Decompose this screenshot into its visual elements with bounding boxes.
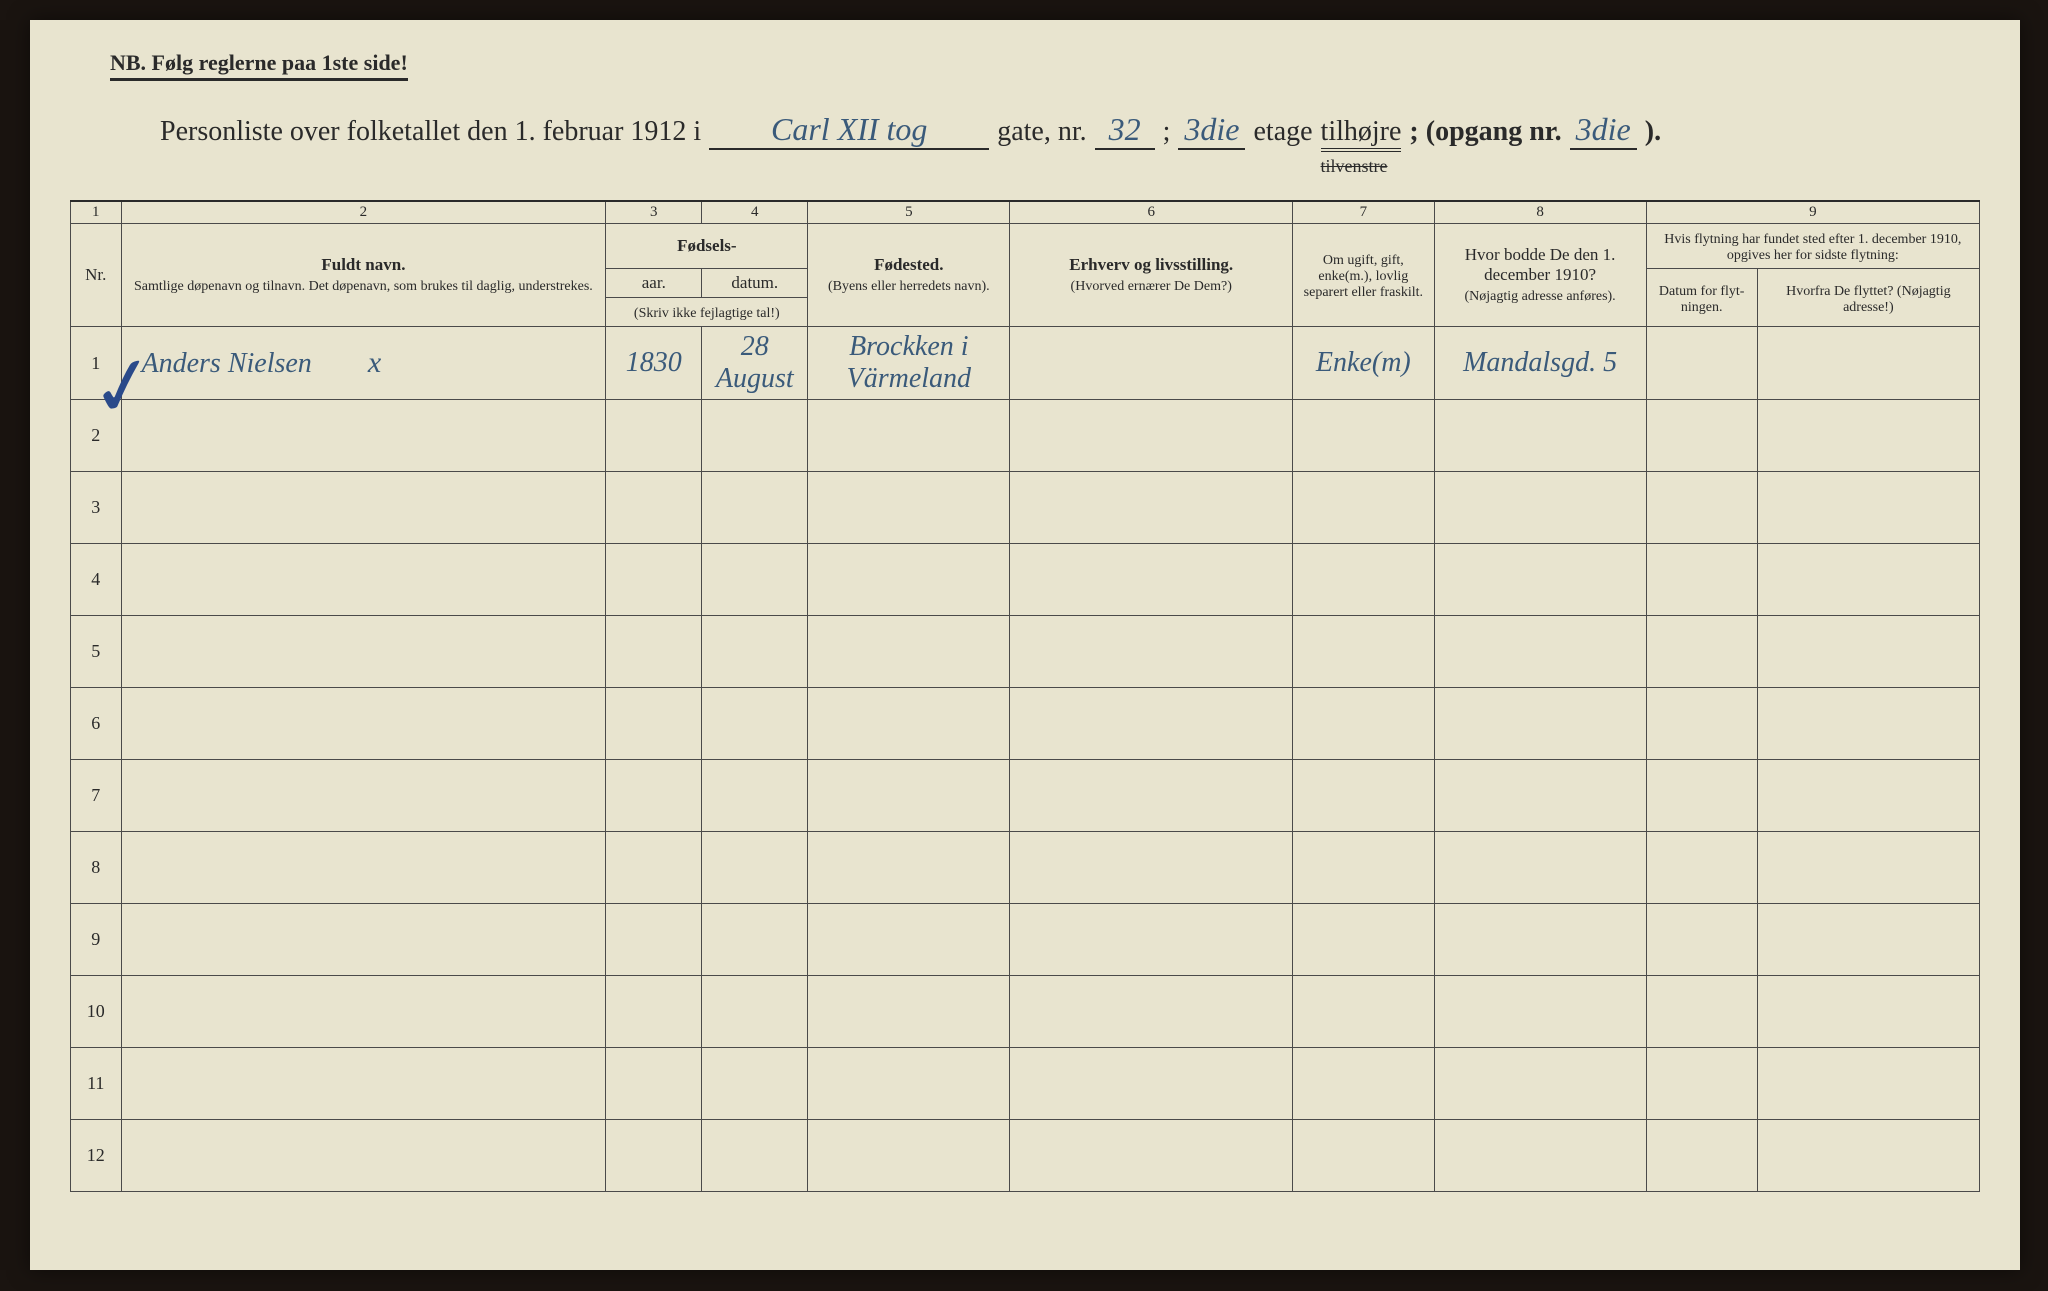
colnum-7: 7 bbox=[1293, 201, 1434, 224]
hdr-fuldt-title: Fuldt navn. bbox=[321, 255, 405, 274]
hdr-erhverv-title: Erhverv og livsstilling. bbox=[1069, 255, 1233, 274]
cell-fodested: Brockken i Värmeland bbox=[808, 327, 1010, 400]
census-page: NB. Følg reglerne paa 1ste side! Personl… bbox=[30, 20, 2020, 1270]
table-head: 1 2 3 4 5 6 7 8 9 Nr. Fuldt navn. Samtli… bbox=[71, 201, 1980, 327]
title-prefix: Personliste over folketallet den 1. febr… bbox=[160, 116, 701, 148]
gate-label: gate, nr. bbox=[997, 116, 1086, 148]
colnum-6: 6 bbox=[1010, 201, 1293, 224]
header-row-1: Nr. Fuldt navn. Samtlige døpenavn og til… bbox=[71, 224, 1980, 269]
colnum-9: 9 bbox=[1646, 201, 1979, 224]
colnum-5: 5 bbox=[808, 201, 1010, 224]
table-row: 2 bbox=[71, 400, 1980, 472]
table-row: 5 bbox=[71, 616, 1980, 688]
cell-nr: 5 bbox=[71, 616, 122, 688]
table-body: 1 Anders Nielsen x 1830 28 August Brockk… bbox=[71, 327, 1980, 1192]
table-row: 6 bbox=[71, 688, 1980, 760]
etage-hand: 3die bbox=[1178, 111, 1245, 150]
nb-header: NB. Følg reglerne paa 1ste side! bbox=[110, 50, 408, 81]
cell-nr: 10 bbox=[71, 976, 122, 1048]
cell-navn: Anders Nielsen x bbox=[121, 327, 606, 400]
opgang-label: ; (opgang nr. bbox=[1409, 116, 1561, 148]
hdr-nr: Nr. bbox=[71, 224, 122, 327]
opgang-hand: 3die bbox=[1570, 111, 1637, 150]
hdr-hvor-bodde-title: Hvor bodde De den 1. december 1910? bbox=[1465, 245, 1616, 284]
hdr-datum: datum. bbox=[702, 269, 808, 298]
hdr-hvorfra-text: Hvorfra De flyttet? (Nøjagtig adresse!) bbox=[1764, 284, 1973, 316]
hdr-fodsels: Fødsels- bbox=[606, 224, 808, 269]
hdr-skriv-ikke-text: (Skriv ikke fejlagtige tal!) bbox=[612, 306, 801, 322]
hdr-erhverv: Erhverv og livsstilling. (Hvorved ernære… bbox=[1010, 224, 1293, 327]
hdr-fodested-sub: (Byens eller herredets navn). bbox=[814, 279, 1003, 295]
title-line: Personliste over folketallet den 1. febr… bbox=[160, 111, 1980, 180]
table-row: 12 bbox=[71, 1120, 1980, 1192]
cell-nr: 7 bbox=[71, 760, 122, 832]
cell-flyt-datum bbox=[1646, 327, 1757, 400]
hdr-fodested-title: Fødested. bbox=[874, 255, 943, 274]
hdr-fodested: Fødested. (Byens eller herredets navn). bbox=[808, 224, 1010, 327]
table-row: 1 Anders Nielsen x 1830 28 August Brockk… bbox=[71, 327, 1980, 400]
cell-nr: 4 bbox=[71, 544, 122, 616]
tilvenstre-struck: tilvenstre bbox=[1321, 156, 1388, 176]
cell-nr: 12 bbox=[71, 1120, 122, 1192]
hdr-erhverv-sub: (Hvorved ernærer De Dem?) bbox=[1016, 279, 1286, 295]
colnum-3: 3 bbox=[606, 201, 702, 224]
cell-nr: 9 bbox=[71, 904, 122, 976]
cell-nr: 11 bbox=[71, 1048, 122, 1120]
navn-text: Anders Nielsen bbox=[142, 348, 312, 379]
gate-nr-hand: 32 bbox=[1095, 111, 1155, 150]
hdr-aar: aar. bbox=[606, 269, 702, 298]
table-row: 9 bbox=[71, 904, 1980, 976]
hdr-skriv-ikke: (Skriv ikke fejlagtige tal!) bbox=[606, 298, 808, 327]
street-name-hand: Carl XII tog bbox=[709, 111, 989, 150]
table-row: 8 bbox=[71, 832, 1980, 904]
colnum-4: 4 bbox=[702, 201, 808, 224]
cell-nr: 8 bbox=[71, 832, 122, 904]
cell-erhverv bbox=[1010, 327, 1293, 400]
hdr-datum-flyt-text: Datum for flyt-ningen. bbox=[1653, 284, 1751, 316]
cell-bodde: Mandalsgd. 5 bbox=[1434, 327, 1646, 400]
census-table: 1 2 3 4 5 6 7 8 9 Nr. Fuldt navn. Samtli… bbox=[70, 200, 1980, 1192]
cell-civil: Enke(m) bbox=[1293, 327, 1434, 400]
table-row: 3 bbox=[71, 472, 1980, 544]
table-row: 10 bbox=[71, 976, 1980, 1048]
table-row: 7 bbox=[71, 760, 1980, 832]
table-row: 11 bbox=[71, 1048, 1980, 1120]
tilhojre: tilhøjre bbox=[1321, 116, 1402, 152]
hdr-hvis-flytning: Hvis flytning har fundet sted efter 1. d… bbox=[1646, 224, 1979, 269]
cell-datum: 28 August bbox=[702, 327, 808, 400]
table-row: 4 bbox=[71, 544, 1980, 616]
hdr-fuldt-sub: Samtlige døpenavn og tilnavn. Det døpena… bbox=[128, 279, 600, 295]
hdr-hvis-flytning-text: Hvis flytning har fundet sted efter 1. d… bbox=[1653, 232, 1973, 264]
semicolon: ; bbox=[1163, 116, 1171, 148]
cell-aar: 1830 bbox=[606, 327, 702, 400]
column-number-row: 1 2 3 4 5 6 7 8 9 bbox=[71, 201, 1980, 224]
hdr-hvor-bodde-sub: (Nøjagtig adresse anføres). bbox=[1441, 289, 1640, 305]
hdr-om-ugift-text: Om ugift, gift, enke(m.), lovlig separer… bbox=[1299, 253, 1427, 301]
hdr-datum-flyt: Datum for flyt-ningen. bbox=[1646, 269, 1757, 327]
colnum-8: 8 bbox=[1434, 201, 1646, 224]
hdr-om-ugift: Om ugift, gift, enke(m.), lovlig separer… bbox=[1293, 224, 1434, 327]
hdr-fuldt-navn: Fuldt navn. Samtlige døpenavn og tilnavn… bbox=[121, 224, 606, 327]
close-paren: ). bbox=[1645, 116, 1661, 148]
tilhojre-options: tilhøjre tilvenstre bbox=[1321, 116, 1402, 180]
colnum-1: 1 bbox=[71, 201, 122, 224]
hdr-fodsels-text: Fødsels- bbox=[677, 236, 737, 255]
hdr-hvor-bodde: Hvor bodde De den 1. december 1910? (Nøj… bbox=[1434, 224, 1646, 327]
colnum-2: 2 bbox=[121, 201, 606, 224]
cell-nr: 3 bbox=[71, 472, 122, 544]
hdr-hvorfra: Hvorfra De flyttet? (Nøjagtig adresse!) bbox=[1757, 269, 1979, 327]
cell-hvorfra bbox=[1757, 327, 1979, 400]
etage-label: etage bbox=[1253, 116, 1312, 148]
x-mark: x bbox=[368, 346, 381, 379]
cell-nr: 6 bbox=[71, 688, 122, 760]
